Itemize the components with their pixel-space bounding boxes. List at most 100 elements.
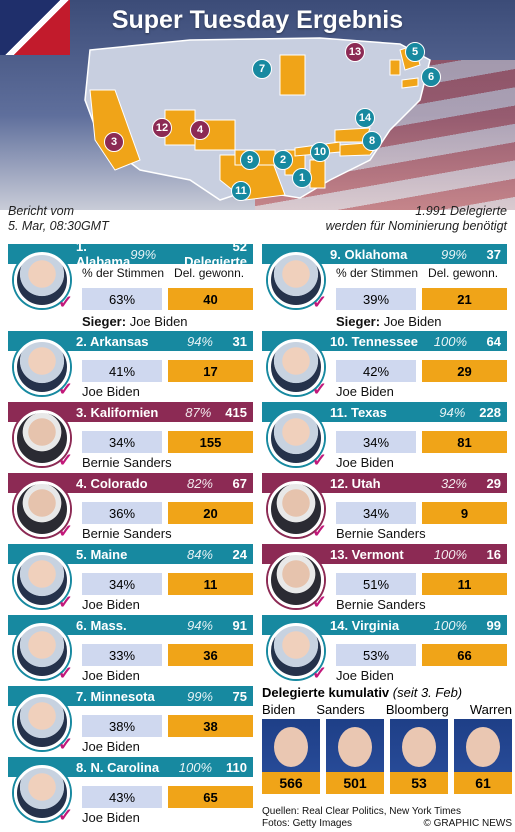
map-badge-6: 6 [421,67,441,87]
state-name: 13. Vermont [330,546,404,562]
reporting-pct: 87% [185,404,212,420]
winner-name: Sieger: Joe Biden [336,314,442,329]
winner-name: Joe Biden [82,810,140,825]
winner-photo [268,552,324,608]
check-icon: ✓ [312,521,328,541]
map-badge-10: 10 [310,142,330,162]
winner-text: Bernie Sanders [336,597,426,612]
delegates-won: 29 [422,360,507,382]
state-header: 2. Arkansas 94% 31 [8,331,253,351]
state-header: 8. N. Carolina 100% 110 [8,757,253,777]
vote-share: 63% [82,288,162,310]
map-badge-9: 9 [240,150,260,170]
winner-text: Bernie Sanders [336,526,426,541]
state-name: 12. Utah [330,475,381,491]
vote-share: 34% [336,431,416,453]
map-badge-2: 2 [273,150,293,170]
delegates-won: 81 [422,431,507,453]
check-icon: ✓ [312,663,328,683]
winner-photo [14,623,70,679]
winner-text: Joe Biden [82,597,140,612]
check-icon: ✓ [58,805,74,825]
state-card: 10. Tennessee 100% 64 ✓ 42% 29 Joe Biden [262,331,507,399]
winner-photo [14,410,70,466]
check-icon: ✓ [312,592,328,612]
vote-share: 43% [82,786,162,808]
state-header: 9. Oklahoma 99% 37 [262,244,507,264]
reporting-pct: 94% [186,333,213,349]
check-icon: ✓ [58,292,74,312]
winner-prefix: Sieger: [82,314,127,329]
reporting-pct: 82% [186,475,213,491]
delegates-won: 40 [168,288,253,310]
us-map [84,37,431,201]
vote-share: 51% [336,573,416,595]
needed-note: 1.991 Delegierte werden für Nominierung … [326,204,507,234]
state-delegates: 29 [486,475,501,491]
reporting-pct: 100% [433,617,467,633]
candidate-name-biden: Biden [262,702,296,717]
reporting-pct: 100% [433,546,467,562]
delegates-won: 21 [422,288,507,310]
state-header: 7. Minnesota 99% 75 [8,686,253,706]
needed-line2: werden für Nominierung benötigt [325,219,507,233]
winner-name: Joe Biden [82,739,140,754]
map-badge-3: 3 [104,132,124,152]
column-headers: % der Stimmen Del. gewonn. [82,266,244,280]
state-delegates: 415 [225,404,247,420]
candidate-photo [466,727,500,767]
winner-name: Sieger: Joe Biden [82,314,188,329]
state-delegates: 37 [486,246,501,262]
winner-text: Joe Biden [82,384,140,399]
winner-photo [14,252,70,308]
footer-copyright: © GRAPHIC NEWS [423,818,513,829]
votes-header: % der Stimmen [82,266,165,280]
delegates-won: 36 [168,644,253,666]
cumulative-title: Delegierte kumulativ (seit 3. Feb) [262,685,512,700]
reporting-pct: 100% [433,333,467,349]
state-card: 14. Virginia 100% 99 ✓ 53% 66 Joe Biden [262,615,507,683]
candidate-name-bloomberg: Bloomberg [385,702,449,717]
vote-share: 53% [336,644,416,666]
reporting-pct: 99% [130,246,157,262]
winner-name: Bernie Sanders [336,597,426,612]
winner-name: Joe Biden [82,384,140,399]
vote-share: 39% [336,288,416,310]
winner-photo [14,481,70,537]
state-name: 1. Alabama [76,239,131,269]
candidate-value: 566 [262,772,320,794]
report-line1: Bericht vom [8,204,74,218]
state-name: 6. Mass. [76,617,127,633]
state-name: 9. Oklahoma [330,246,408,262]
cumulative-delegates: Delegierte kumulativ (seit 3. Feb) Biden… [262,685,512,794]
state-header: 4. Colorado 82% 67 [8,473,253,493]
delegates-won: 38 [168,715,253,737]
state-header: 5. Maine 84% 24 [8,544,253,564]
winner-text: Joe Biden [336,455,394,470]
winner-photo [268,481,324,537]
candidate-name-sanders: Sanders [316,702,365,717]
footer-sources: Quellen: Real Clear Politics, New York T… [262,806,461,817]
check-icon: ✓ [58,592,74,612]
state-delegates: 91 [232,617,247,633]
winner-name: Joe Biden [82,597,140,612]
winner-photo [268,339,324,395]
state-name: 14. Virginia [330,617,400,633]
delegates-won: 11 [422,573,507,595]
state-name: 7. Minnesota [76,688,155,704]
vote-share: 42% [336,360,416,382]
state-card: 12. Utah 32% 29 ✓ 34% 9 Bernie Sanders [262,473,507,541]
check-icon: ✓ [312,379,328,399]
winner-photo [14,765,70,821]
state-header: 1. Alabama 99% 52 Delegierte [8,239,253,269]
winner-text: Joe Biden [82,810,140,825]
state-card: 2. Arkansas 94% 31 ✓ 41% 17 Joe Biden [8,331,253,399]
vote-share: 34% [82,573,162,595]
reporting-pct: 99% [440,246,467,262]
cumulative-title-text: Delegierte kumulativ [262,685,390,700]
column-headers: % der Stimmen Del. gewonn. [336,266,498,280]
state-name: 4. Colorado [76,475,148,491]
flag-corner [0,0,70,55]
winner-text: Joe Biden [336,668,394,683]
state-card: 1. Alabama 99% 52 Delegierte ✓ % der Stimmen… [8,239,253,330]
